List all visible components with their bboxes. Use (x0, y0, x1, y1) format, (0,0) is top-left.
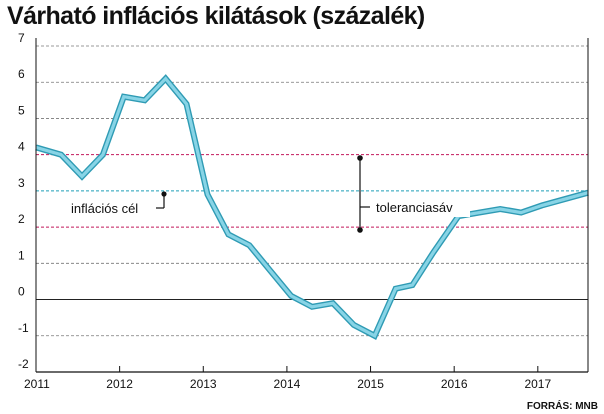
x-tick-label: 2012 (106, 377, 133, 391)
y-tick-label: 1 (18, 248, 25, 262)
y-tick-label: 2 (18, 212, 25, 226)
series-line (35, 76, 589, 339)
y-tick-label: 7 (18, 31, 25, 45)
band-label: toleranciasáv (376, 200, 453, 215)
y-tick-label: 0 (18, 285, 25, 299)
y-tick-label: -1 (18, 321, 29, 335)
source-note: FORRÁS: MNB (526, 401, 598, 412)
target-label: inflációs cél (71, 201, 138, 216)
band-label-bg (372, 198, 470, 217)
x-tick-label: 2016 (441, 377, 468, 391)
reference-lines (36, 154, 588, 228)
x-tick-label: 2013 (190, 377, 217, 391)
y-tick-label: -2 (18, 357, 29, 371)
series-lines (35, 74, 589, 340)
x-tick-label: 2015 (357, 377, 384, 391)
y-tick-label: 3 (18, 176, 25, 190)
band-bottom-dot (357, 227, 363, 233)
target-label-bg (66, 199, 156, 218)
band-top-dot (357, 155, 363, 161)
annotations: inflációs cél toleranciasáv (66, 155, 470, 233)
target-pointer-dot (161, 191, 167, 197)
x-tick-label: 2014 (274, 377, 301, 391)
x-tick-label: 2017 (524, 377, 551, 391)
y-tick-label: 4 (18, 140, 25, 154)
grid-lines (36, 45, 588, 337)
x-tick-label: 2011 (24, 377, 50, 391)
y-tick-label: 5 (18, 103, 25, 117)
axes: 7 6 5 4 3 2 1 0 -1 -2 2011 2012 2013 2014 2015 2016 2017 (18, 31, 589, 391)
y-tick-label: 6 (18, 67, 25, 81)
chart-title: Várható inflációs kilátások (százalék) (7, 2, 425, 30)
